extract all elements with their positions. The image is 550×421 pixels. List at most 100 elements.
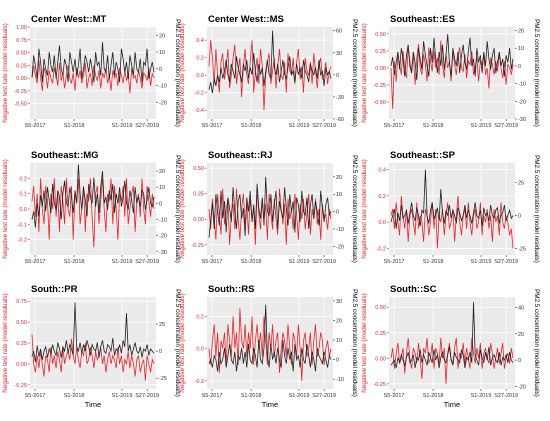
right-tick-label: 30 — [336, 51, 342, 57]
right-tick-label: -30 — [336, 95, 344, 101]
series-line-test-rate — [31, 334, 155, 381]
x-tick-label: S27-2019 — [135, 123, 159, 129]
right-axis-title: PM2.5 concentration (model residuals) — [533, 289, 540, 397]
right-tick-label: 20 — [518, 29, 524, 35]
left-tick-label: 0.25 — [16, 341, 27, 347]
right-tick-label: -10 — [159, 84, 167, 90]
right-axis-title: PM2.5 concentration (model residuals) — [533, 155, 540, 263]
series-line-pm25 — [208, 30, 332, 94]
left-tick-label: 0.00 — [375, 66, 386, 72]
left-axis-title: Negative test rate (model residuals) — [179, 293, 186, 392]
panel-title: South::RS — [208, 284, 254, 295]
left-tick-label: 0.2 — [196, 56, 204, 62]
left-tick-label: -0.50 — [373, 100, 386, 106]
left-tick-label: -0.2 — [195, 379, 204, 385]
series-line-pm25 — [208, 176, 332, 238]
left-tick-label: 0.50 — [375, 32, 386, 38]
left-tick-label: 0.2 — [19, 176, 27, 182]
right-axis-title: PM2.5 concentration (model residuals) — [174, 289, 181, 397]
series-line-pm25 — [31, 302, 155, 362]
right-tick-label: 0 — [336, 210, 339, 216]
left-tick-label: 0.75 — [16, 299, 27, 305]
panel-7: South::PR-0.25 0.00 0.25 0.50 0.75-25 0 25S5-2… — [2, 284, 181, 409]
x-tick-label: S1-2018 — [64, 259, 85, 265]
left-tick-label: 0.25 — [375, 331, 386, 337]
right-tick-label: -25 — [518, 246, 526, 252]
right-tick-label: 10 — [518, 46, 524, 52]
right-tick-label: 25 — [159, 322, 165, 328]
panel-title: Southeast::MG — [31, 150, 99, 161]
right-tick-label: 0 — [518, 358, 521, 364]
x-tick-label: S5-2017 — [25, 123, 46, 129]
left-tick-label: 0.50 — [16, 320, 27, 326]
right-tick-label: 0 — [159, 201, 162, 207]
panel-9: South::SC-0.25 0.00 0.25 0.50-20 0 20 40S5-201… — [361, 284, 540, 409]
series-line-pm25 — [31, 164, 155, 228]
right-tick-label: 25 — [518, 181, 524, 187]
x-tick-label: S5-2017 — [384, 393, 405, 399]
right-tick-label: 20 — [518, 332, 524, 338]
panel-1: Center West::MT-0.50 -0.25 0.00 0.25 0.50 0.7… — [2, 14, 181, 129]
right-tick-label: 0 — [518, 64, 521, 70]
right-tick-label: 30 — [336, 299, 342, 305]
right-tick-label: 20 — [336, 175, 342, 181]
left-tick-label: 1.00 — [16, 25, 27, 31]
right-axis-title: PM2.5 concentration (model residuals) — [351, 19, 358, 127]
left-tick-label: 0.4 — [196, 38, 204, 44]
left-axis-title: Negative test rate (model residuals) — [179, 23, 186, 122]
left-axis-title: Negative test rate (model residuals) — [361, 293, 368, 392]
left-tick-label: 0.4 — [378, 168, 386, 174]
right-tick-label: -30 — [159, 250, 167, 256]
series-line-test-rate — [390, 337, 514, 384]
right-tick-label: 10 — [159, 50, 165, 56]
left-tick-label: -0.4 — [195, 108, 204, 114]
series-line-pm25 — [390, 169, 514, 229]
x-tick-label: S5-2017 — [384, 259, 405, 265]
x-tick-label: S1-2019 — [112, 123, 133, 129]
x-tick-label: S27-2019 — [494, 259, 518, 265]
x-tick-label: S1-2018 — [423, 259, 444, 265]
panel-2: Center West::MS-0.4 -0.2 0.0 0.2 0.4-60 -30 0 3… — [179, 14, 358, 129]
x-tick-label: S5-2017 — [25, 393, 46, 399]
x-tick-label: S1-2019 — [471, 259, 492, 265]
x-tick-label: S1-2018 — [241, 259, 262, 265]
left-axis-title: Negative test rate (model residuals) — [179, 159, 186, 258]
left-tick-label: -0.2 — [18, 238, 27, 244]
x-tick-label: S1-2019 — [112, 259, 133, 265]
left-tick-label: -0.25 — [373, 83, 386, 89]
plot-background — [389, 297, 515, 389]
left-axis-title: Negative test rate (model residuals) — [361, 159, 368, 258]
right-tick-label: 10 — [336, 338, 342, 344]
x-axis-title: Time — [85, 400, 101, 409]
left-tick-label: -0.25 — [14, 383, 27, 389]
left-tick-label: 0.25 — [193, 192, 204, 198]
left-tick-label: 0.00 — [16, 362, 27, 368]
left-tick-label: 0.25 — [16, 63, 27, 69]
left-tick-label: 0.25 — [375, 49, 386, 55]
right-tick-label: -25 — [159, 376, 167, 382]
x-tick-label: S5-2017 — [202, 259, 223, 265]
left-tick-label: 0.0 — [196, 347, 204, 353]
left-tick-label: 0.00 — [375, 356, 386, 362]
x-tick-label: S1-2018 — [423, 393, 444, 399]
left-tick-label: 0.1 — [19, 192, 27, 198]
right-tick-label: -30 — [518, 117, 526, 123]
left-tick-label: 0.50 — [375, 305, 386, 311]
right-tick-label: 10 — [159, 185, 165, 191]
x-tick-label: S27-2019 — [135, 393, 159, 399]
right-tick-label: -20 — [336, 244, 344, 250]
right-tick-label: 20 — [336, 318, 342, 324]
series-line-pm25 — [390, 302, 514, 369]
left-tick-label: 0.00 — [16, 76, 27, 82]
left-axis-title: Negative test rate (model residuals) — [2, 23, 9, 122]
x-tick-label: S5-2017 — [202, 393, 223, 399]
right-tick-label: -20 — [159, 234, 167, 240]
x-tick-label: S1-2019 — [289, 393, 310, 399]
right-axis-title: PM2.5 concentration (model residuals) — [351, 155, 358, 263]
right-axis-title: PM2.5 concentration (model residuals) — [174, 19, 181, 127]
x-tick-label: S1-2019 — [471, 123, 492, 129]
panel-5: Southeast::RJ-0.25 0.00 0.25 0.50-20 -10 0 10 2… — [179, 150, 358, 265]
panel-title: Southeast::SP — [390, 150, 456, 161]
right-tick-label: -10 — [518, 82, 526, 88]
